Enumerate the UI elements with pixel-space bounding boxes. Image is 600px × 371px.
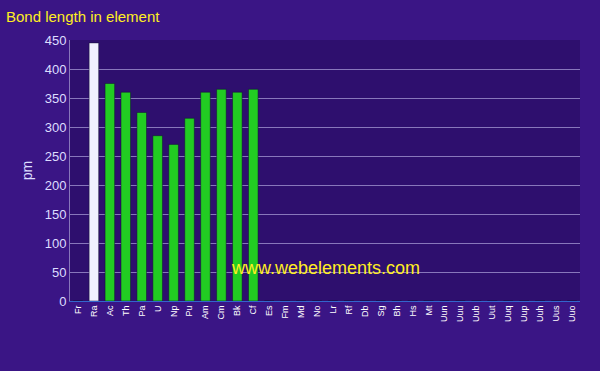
svg-text:Bond length in element: Bond length in element [6, 8, 160, 25]
svg-text:400: 400 [45, 62, 67, 77]
svg-text:Es: Es [264, 305, 274, 316]
svg-text:Pa: Pa [137, 306, 147, 317]
svg-text:250: 250 [45, 149, 67, 164]
svg-text:Sg: Sg [376, 306, 386, 317]
svg-text:Th: Th [121, 306, 131, 317]
svg-text:Cm: Cm [216, 306, 226, 320]
svg-text:Mt: Mt [424, 305, 434, 315]
svg-text:Lr: Lr [328, 306, 338, 314]
svg-text:Am: Am [200, 306, 210, 320]
svg-text:Uuu: Uuu [455, 306, 465, 323]
svg-text:pm: pm [19, 161, 35, 180]
svg-text:Fr: Fr [73, 306, 83, 315]
svg-text:0: 0 [59, 294, 66, 309]
svg-text:200: 200 [45, 178, 67, 193]
svg-text:Ra: Ra [89, 306, 99, 318]
svg-text:100: 100 [45, 236, 67, 251]
svg-text:Np: Np [169, 306, 179, 318]
svg-text:Fm: Fm [280, 306, 290, 319]
svg-text:Ac: Ac [105, 305, 115, 316]
svg-text:Hs: Hs [408, 305, 418, 316]
svg-text:Pu: Pu [184, 306, 194, 317]
svg-text:Uuo: Uuo [567, 306, 577, 323]
svg-text:Db: Db [360, 306, 370, 318]
svg-text:No: No [312, 306, 322, 318]
svg-text:450: 450 [45, 33, 67, 48]
svg-text:Uun: Uun [439, 306, 449, 323]
svg-text:150: 150 [45, 207, 67, 222]
svg-text:Bk: Bk [232, 305, 242, 316]
svg-text:50: 50 [52, 265, 66, 280]
svg-text:Cf: Cf [248, 305, 258, 314]
svg-text:www.webelements.com: www.webelements.com [231, 258, 420, 278]
svg-text:U: U [153, 306, 163, 313]
svg-text:Uuq: Uuq [503, 306, 513, 323]
svg-text:Rf: Rf [344, 305, 354, 314]
svg-text:Uut: Uut [487, 305, 497, 320]
svg-text:Uus: Uus [551, 305, 561, 322]
svg-text:Bh: Bh [392, 306, 402, 317]
svg-text:Uup: Uup [519, 306, 529, 323]
svg-text:Uuh: Uuh [535, 306, 545, 323]
svg-text:350: 350 [45, 91, 67, 106]
svg-text:300: 300 [45, 120, 67, 135]
svg-text:Uub: Uub [471, 306, 481, 323]
svg-text:Md: Md [296, 306, 306, 319]
